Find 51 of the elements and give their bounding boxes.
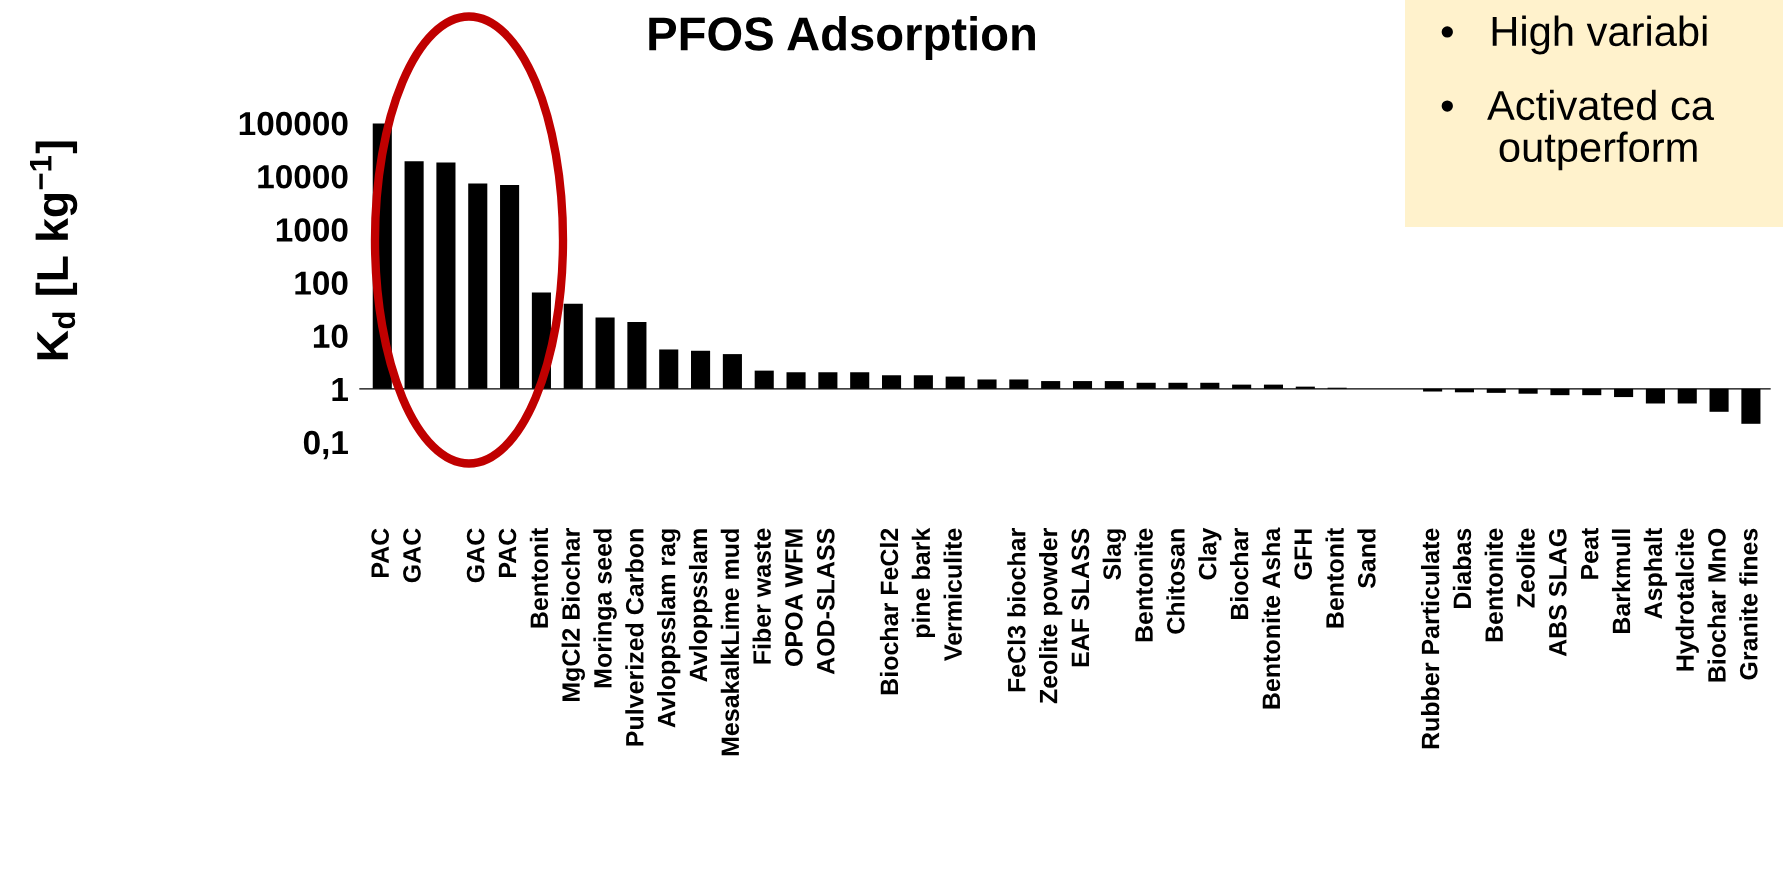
y-tick-label: 10000	[258, 164, 348, 189]
x-tick-label: Fiber waste	[752, 528, 771, 664]
y-tick-label: 10	[313, 324, 348, 349]
x-tick-label: Zeolite	[1516, 528, 1535, 608]
x-tick-label: Pulverized Carbon	[625, 529, 644, 746]
y-tick-label: 1000	[276, 218, 348, 242]
x-tick-label: Bentonit	[1325, 528, 1344, 628]
x-tick-label: AOD-SLASS	[816, 528, 835, 675]
x-tick-label: Peat	[1581, 528, 1599, 579]
x-tick-label: Zeolite powder	[1039, 528, 1063, 704]
x-tick-label: ABS SLAG	[1548, 529, 1567, 657]
x-tick-label: MgCl2 Biochar	[561, 528, 585, 702]
x-tick-label: GAC	[403, 528, 421, 583]
y-tick-label: 100	[295, 271, 348, 295]
x-tick-label: Hydrotalcite	[1675, 528, 1699, 671]
x-tick-label: Biochar	[1230, 528, 1249, 620]
x-tick-label: PAC	[371, 528, 389, 577]
x-tick-label: Sand	[1357, 529, 1376, 589]
x-tick-label: Avloppsslam	[688, 529, 713, 682]
x-tick-label: Slag	[1102, 529, 1127, 580]
x-tick-label: Chitosan	[1166, 529, 1185, 634]
x-tick-label: Bentonite	[1134, 528, 1153, 642]
x-tick-label: Bentonit	[529, 528, 549, 628]
x-tick-label: Biochar MnO	[1707, 528, 1726, 682]
x-tick-label: Vermiculite	[943, 528, 962, 661]
x-tick-label: Avloppsslam rag	[657, 529, 681, 728]
x-tick-label: OPOA WFM	[785, 529, 803, 667]
x-tick-label: GAC	[466, 528, 485, 583]
x-tick-label: Bentonite	[1484, 528, 1503, 642]
y-tick-label: 1	[332, 377, 348, 401]
x-tick-label: Diabas	[1452, 528, 1472, 609]
x-tick-label: Asphalt	[1643, 528, 1668, 619]
x-tick-label: FeCl3 biochar	[1007, 528, 1026, 692]
x-tick-label: Clay	[1198, 527, 1222, 580]
y-axis-title: K$_{d}$ [L kg$^{−1}$]	[30, 141, 78, 360]
y-tick-label: 0,1	[303, 430, 348, 460]
x-tick-label: MesakalkLime mud	[720, 529, 740, 756]
x-tick-label: Biochar FeCl2	[879, 528, 899, 695]
x-tick-label: Rubber Particulate	[1420, 528, 1440, 749]
annotation: • Activated ca outperform	[1441, 89, 1714, 171]
x-tick-label: PAC	[498, 528, 517, 577]
x-tick-label: Granite fines	[1739, 528, 1758, 680]
x-tick-label: Barkmull	[1611, 529, 1631, 634]
y-tick-label: 100000	[239, 111, 348, 136]
x-tick-label: pine bark	[911, 527, 936, 638]
x-tick-label: GFH	[1294, 529, 1313, 580]
text: • High variabi	[1441, 15, 1707, 55]
x-tick-label: Moringa seed	[593, 529, 617, 688]
x-tick-label: EAF SLASS	[1071, 528, 1090, 667]
chart-title: PFOS Adsorption	[649, 15, 1035, 61]
x-tick-label: Bentonite Asha	[1261, 527, 1281, 709]
